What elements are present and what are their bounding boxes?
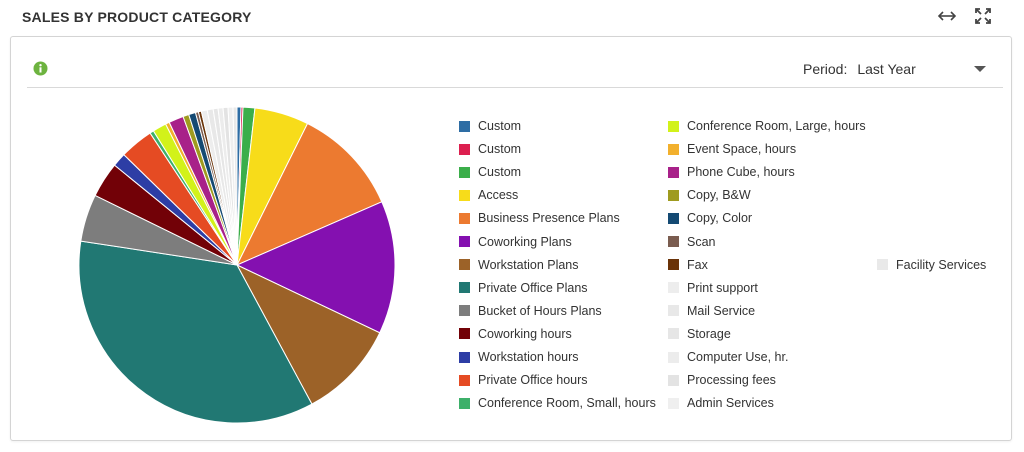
legend-label: Conference Room, Small, hours — [478, 396, 656, 411]
legend-label: Scan — [687, 234, 716, 249]
legend-label: Coworking Plans — [478, 234, 572, 249]
legend-label: Processing fees — [687, 373, 776, 388]
info-icon[interactable] — [33, 61, 48, 76]
legend-item[interactable]: Mail Service — [668, 304, 755, 318]
legend-item[interactable]: Access — [459, 188, 518, 202]
pie-slice[interactable] — [235, 263, 381, 405]
legend-label: Event Space, hours — [687, 142, 797, 157]
legend-swatch — [668, 259, 679, 271]
legend-item[interactable]: Custom — [459, 165, 521, 179]
legend-label: Workstation hours — [478, 350, 579, 364]
legend-label: Conference Room, Large, hours — [687, 119, 866, 133]
legend-swatch — [668, 212, 679, 224]
legend-swatch — [668, 282, 679, 294]
legend-swatch — [459, 282, 470, 294]
legend-label: Custom — [478, 119, 522, 133]
legend-swatch — [668, 397, 679, 409]
legend-swatch — [459, 305, 470, 317]
legend-item[interactable]: Coworking hours — [459, 327, 572, 341]
legend-label: Print support — [687, 280, 758, 295]
legend-swatch — [459, 212, 470, 224]
pie-chart — [78, 106, 396, 424]
legend-item[interactable]: Private Office hours — [459, 373, 588, 387]
legend-item[interactable]: Coworking Plans — [459, 235, 572, 249]
legend-item[interactable]: Scan — [668, 235, 716, 249]
pie-slice[interactable] — [235, 122, 383, 267]
legend-item[interactable]: Workstation Plans — [459, 258, 579, 272]
legend-item[interactable]: Phone Cube, hours — [668, 165, 795, 179]
legend-swatch — [668, 236, 679, 247]
legend-label: Custom — [478, 165, 522, 180]
legend-label: Copy, B&W — [687, 188, 751, 203]
legend-item[interactable]: Admin Services — [668, 396, 774, 410]
header-toolbar — [936, 5, 994, 27]
chart-header-title: SALES BY PRODUCT CATEGORY — [22, 9, 252, 25]
legend-swatch — [459, 189, 470, 201]
legend-swatch — [668, 166, 679, 178]
pie-slice[interactable] — [78, 240, 313, 424]
legend-label: Business Presence Plans — [478, 211, 620, 226]
legend-item[interactable]: Event Space, hours — [668, 142, 796, 156]
legend-item[interactable]: Copy, B&W — [668, 188, 751, 202]
legend-item[interactable]: Computer Use, hr. — [668, 350, 788, 364]
legend-item[interactable]: Conference Room, Large, hours — [668, 119, 866, 133]
resize-horizontal-icon[interactable] — [936, 5, 958, 27]
legend-swatch — [459, 236, 470, 247]
chart-panel: Period: Last Year Custom Custom Custom Acce… — [10, 36, 1012, 441]
legend-label: Private Office hours — [478, 373, 588, 388]
legend-swatch — [459, 120, 470, 132]
legend-item[interactable]: Custom — [459, 119, 521, 133]
legend-item[interactable]: Copy, Color — [668, 211, 752, 225]
legend-swatch — [668, 143, 679, 155]
legend-item[interactable]: Bucket of Hours Plans — [459, 304, 602, 318]
legend-item[interactable]: Print support — [668, 281, 758, 295]
legend-swatch — [459, 397, 470, 409]
period-label: Period: — [803, 61, 848, 77]
legend-swatch — [668, 374, 679, 386]
legend-label: Coworking hours — [478, 326, 572, 341]
legend-label: Computer Use, hr. — [687, 350, 789, 364]
legend-swatch — [459, 259, 470, 271]
legend-label: Workstation Plans — [478, 257, 579, 272]
pie-slice[interactable] — [232, 106, 238, 266]
legend-item[interactable]: Custom — [459, 142, 521, 156]
header-divider — [27, 87, 1003, 88]
legend-label: Mail Service — [687, 303, 756, 318]
legend-swatch — [459, 328, 470, 340]
legend-swatch — [668, 189, 679, 201]
legend-swatch — [877, 259, 888, 271]
legend-label: Fax — [687, 257, 708, 272]
legend-swatch — [459, 166, 470, 178]
legend-swatch — [459, 143, 470, 155]
legend-swatch — [668, 120, 679, 132]
legend-item[interactable]: Business Presence Plans — [459, 211, 620, 225]
pie-slice[interactable] — [235, 201, 396, 334]
chevron-down-icon[interactable] — [973, 65, 987, 73]
legend-item[interactable]: Storage — [668, 327, 731, 341]
legend-item[interactable]: Facility Services — [877, 258, 986, 272]
legend-label: Facility Services — [896, 257, 987, 272]
legend-swatch — [459, 374, 470, 386]
legend-item[interactable]: Private Office Plans — [459, 281, 588, 295]
legend-item[interactable]: Processing fees — [668, 373, 776, 387]
legend-label: Phone Cube, hours — [687, 165, 795, 180]
legend-item[interactable]: Fax — [668, 258, 708, 272]
legend-label: Bucket of Hours Plans — [478, 303, 602, 318]
legend-swatch — [459, 351, 470, 363]
legend-label: Private Office Plans — [478, 280, 588, 295]
legend-label: Custom — [478, 142, 522, 157]
legend-label: Admin Services — [687, 396, 774, 411]
legend-label: Copy, Color — [687, 211, 753, 226]
expand-icon[interactable] — [972, 5, 994, 27]
legend-swatch — [668, 351, 679, 363]
legend-item[interactable]: Workstation hours — [459, 350, 579, 364]
legend-label: Access — [478, 188, 519, 203]
legend-item[interactable]: Conference Room, Small, hours — [459, 396, 656, 410]
legend-swatch — [668, 328, 679, 340]
period-value[interactable]: Last Year — [857, 61, 916, 77]
legend-swatch — [668, 305, 679, 317]
legend-label: Storage — [687, 326, 731, 341]
period-selector[interactable]: Period: Last Year — [803, 61, 987, 77]
